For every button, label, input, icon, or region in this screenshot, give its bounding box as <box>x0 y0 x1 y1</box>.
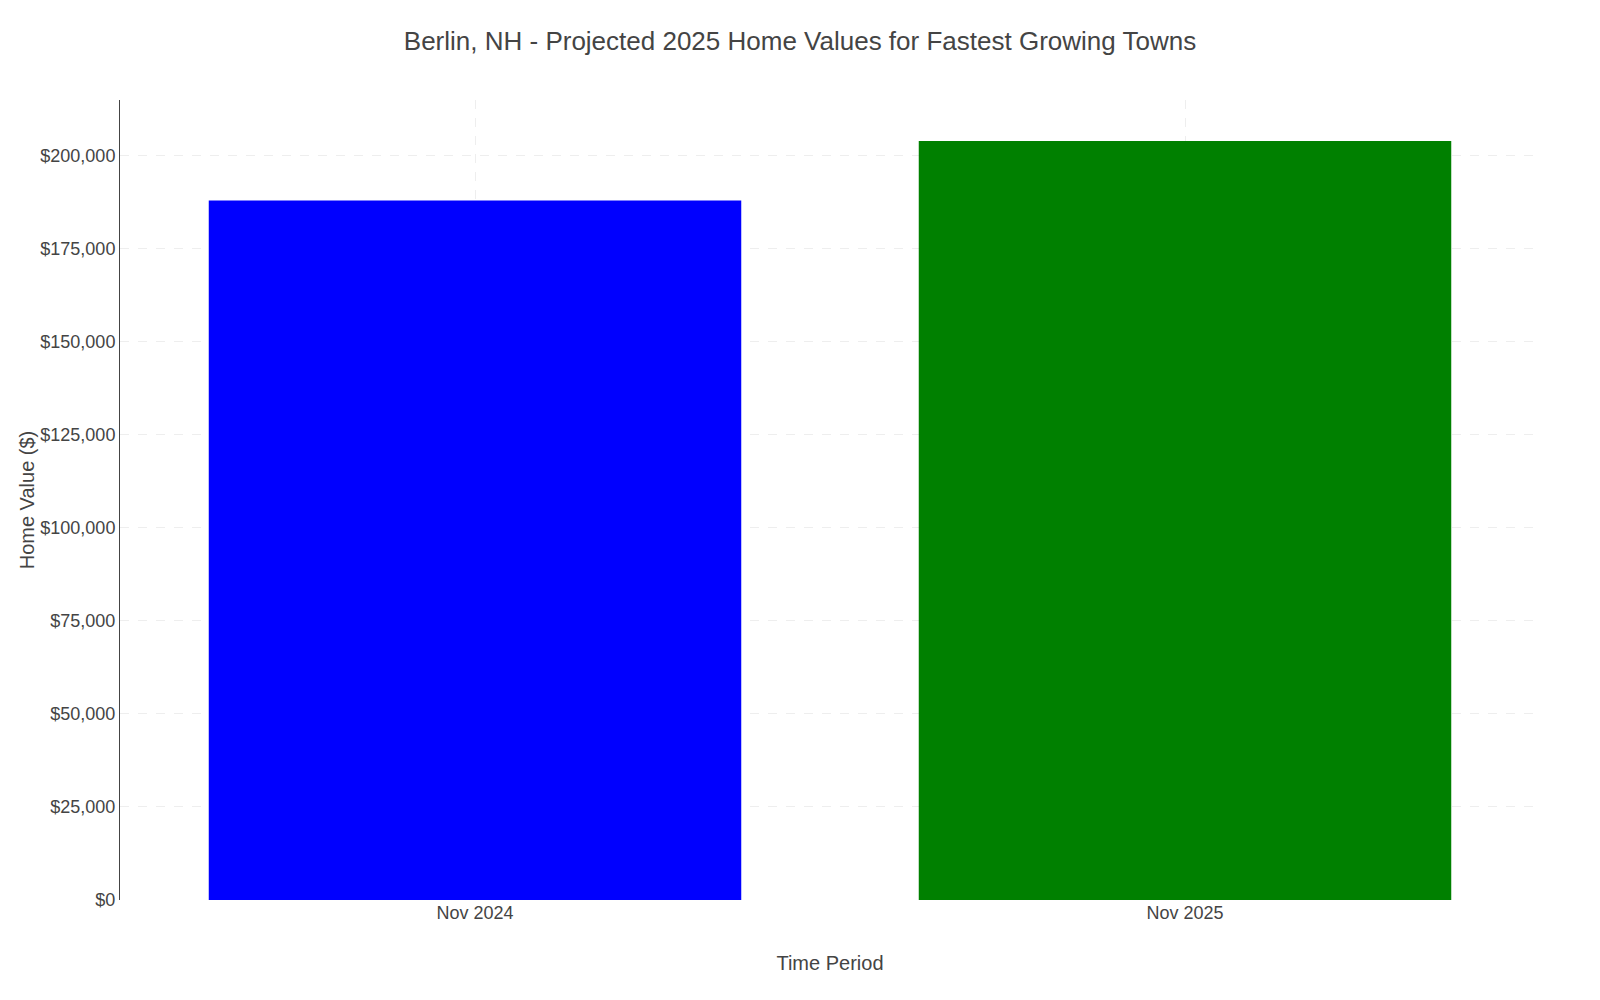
svg-text:$125,000: $125,000 <box>40 425 115 445</box>
svg-text:Time Period: Time Period <box>776 952 883 974</box>
svg-text:Berlin, NH - Projected 2025 Ho: Berlin, NH - Projected 2025 Home Values … <box>404 26 1196 56</box>
svg-text:$0: $0 <box>95 890 115 910</box>
svg-text:$75,000: $75,000 <box>50 611 115 631</box>
svg-text:$50,000: $50,000 <box>50 704 115 724</box>
svg-text:Home Value ($): Home Value ($) <box>16 431 38 570</box>
svg-text:$200,000: $200,000 <box>40 146 115 166</box>
svg-text:Nov 2024: Nov 2024 <box>436 903 513 923</box>
svg-text:Nov 2025: Nov 2025 <box>1146 903 1223 923</box>
svg-text:$150,000: $150,000 <box>40 332 115 352</box>
svg-text:$100,000: $100,000 <box>40 518 115 538</box>
svg-text:$175,000: $175,000 <box>40 239 115 259</box>
svg-text:$25,000: $25,000 <box>50 797 115 817</box>
